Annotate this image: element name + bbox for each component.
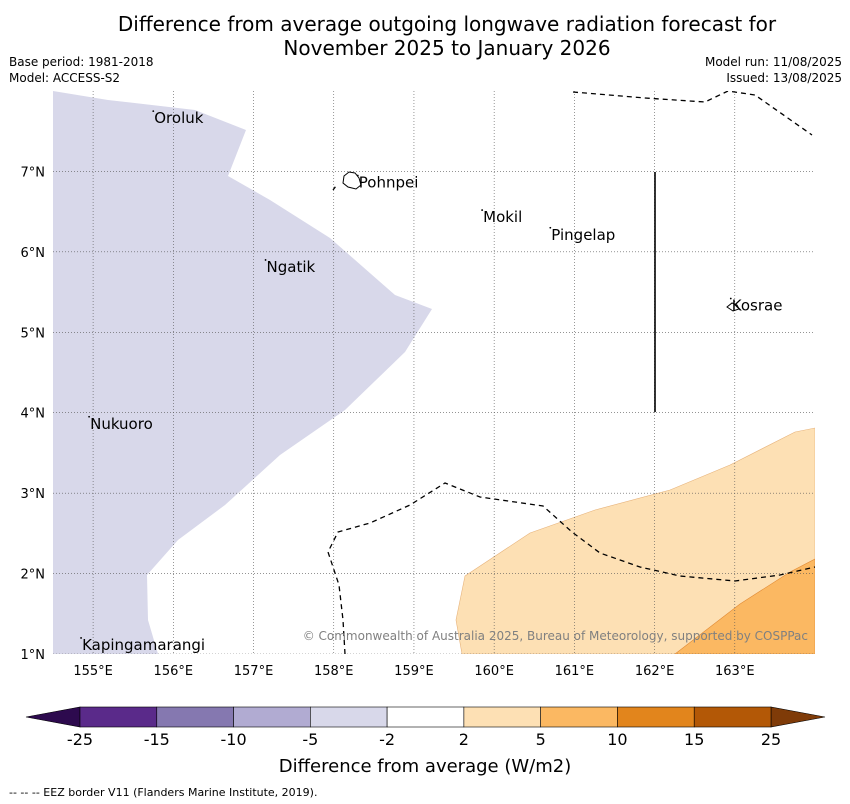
lon-tick-label: 155°E: [73, 664, 113, 679]
place-marker: [264, 259, 267, 261]
place-marker: [729, 297, 732, 300]
colorbar-segment: [463, 706, 541, 728]
colorbar-segment: [156, 706, 234, 728]
axis-ticks: 155°E 156°E 157°E 158°E 159°E 160°E 161°E 162°E…: [21, 165, 755, 679]
lat-tick-label: 3°N: [21, 487, 46, 502]
eez-border-south: [327, 482, 815, 654]
lat-tick-label: 6°N: [21, 246, 46, 261]
colorbar-under-arrow: [25, 706, 81, 728]
meta-left: Base period: 1981-2018 Model: ACCESS-S2: [9, 54, 154, 86]
place-marker: [481, 209, 484, 211]
anomaly-region-minus5-minus2: [53, 91, 432, 654]
map-plot-area: Oroluk Pohnpei Mokil Pingelap Ngatik Kosrae Nu…: [53, 91, 815, 654]
anomaly-region-2-5: [455, 427, 815, 654]
lat-tick-label: 4°N: [21, 407, 46, 422]
place-marker: [80, 637, 82, 639]
lat-tick-label: 2°N: [21, 568, 46, 583]
base-period: Base period: 1981-2018: [9, 55, 154, 69]
lon-tick-label: 158°E: [314, 664, 354, 679]
colorbar: -25 -15 -10 -5 -2 2 5 10 15 25: [25, 706, 826, 749]
lon-tick-label: 157°E: [234, 664, 274, 679]
colorbar-segment: [233, 706, 311, 728]
colorbar-tick-label: -5: [302, 730, 318, 749]
title-line-2: November 2025 to January 2026: [283, 36, 611, 60]
colorbar-segment: [693, 706, 772, 728]
meta-right: Model run: 11/08/2025 Issued: 13/08/2025: [705, 54, 842, 86]
lon-tick-label: 163°E: [715, 664, 755, 679]
colorbar-tick-label: 10: [607, 730, 627, 749]
lon-tick-label: 160°E: [474, 664, 514, 679]
colorbar-segment: [540, 706, 618, 728]
colorbar-tick-label: 25: [761, 730, 781, 749]
map-title: Difference from average outgoing longwav…: [0, 12, 850, 60]
colorbar-tick-label: 2: [459, 730, 469, 749]
anomaly-region-5-10: [674, 558, 815, 654]
place-label: Pohnpei: [359, 173, 419, 191]
lat-tick-label: 1°N: [21, 648, 46, 663]
title-line-1: Difference from average outgoing longwav…: [117, 12, 777, 36]
colorbar-tick-label: -10: [220, 730, 246, 749]
place-label: Mokil: [483, 208, 522, 226]
colorbar-tick-label: -15: [144, 730, 170, 749]
colorbar-tick-label: -2: [379, 730, 395, 749]
place-label: Nukuoro: [90, 415, 153, 433]
colorbar-tick-label: 5: [536, 730, 546, 749]
model-run: Model run: 11/08/2025: [704, 55, 842, 69]
place-label: Oroluk: [154, 109, 203, 127]
lon-tick-label: 162°E: [635, 664, 675, 679]
place-marker: [88, 415, 90, 418]
lat-tick-label: 5°N: [21, 326, 46, 341]
eez-border-north: [572, 91, 813, 136]
model-name: Model: ACCESS-S2: [9, 71, 121, 85]
lon-tick-label: 156°E: [154, 664, 194, 679]
lat-tick-label: 7°N: [21, 165, 46, 180]
kosrae-island-outline: [726, 302, 740, 312]
place-label: Kapingamarangi: [82, 636, 205, 654]
eez-footnote: -- -- -- EEZ border V11 (Flanders Marine…: [9, 786, 318, 799]
colorbar-tick-label: -25: [67, 730, 93, 749]
colorbar-segment: [79, 706, 158, 728]
eez-border-fragment: [332, 185, 337, 191]
colorbar-over-arrow: [770, 706, 826, 728]
colorbar-segment: [386, 706, 465, 728]
colorbar-segment: [617, 706, 695, 728]
pohnpei-island-outline: [342, 171, 362, 190]
lon-tick-label: 159°E: [394, 664, 434, 679]
colorbar-tick-label: 15: [684, 730, 704, 749]
place-marker: [152, 110, 155, 113]
place-label: Ngatik: [267, 258, 316, 276]
place-label: Kosrae: [732, 297, 783, 315]
copyright-notice: © Commonwealth of Australia 2025, Bureau…: [303, 629, 808, 643]
graticule: [53, 91, 815, 654]
place-marker: [356, 174, 359, 177]
place-marker: [549, 226, 552, 229]
colorbar-segment: [310, 706, 388, 728]
place-labels: Oroluk Pohnpei Mokil Pingelap Ngatik Kosrae Nu…: [80, 109, 782, 654]
lon-tick-label: 161°E: [555, 664, 595, 679]
colorbar-label: Difference from average (W/m2): [279, 756, 571, 777]
place-label: Pingelap: [551, 226, 615, 244]
issued-date: Issued: 13/08/2025: [726, 71, 842, 85]
